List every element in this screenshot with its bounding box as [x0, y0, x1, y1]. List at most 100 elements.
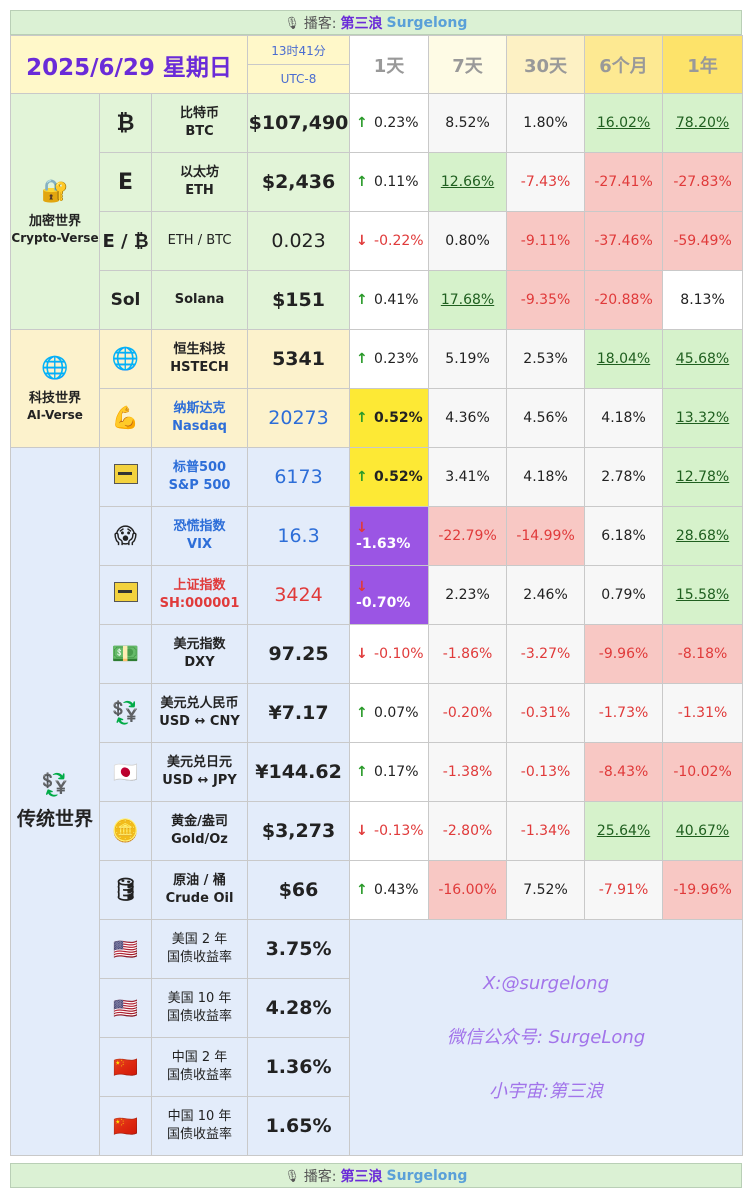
- asset-price: $151: [247, 270, 351, 330]
- chart-icon: [99, 565, 152, 625]
- asset-name: 恐慌指数 VIX: [150, 506, 249, 566]
- date-cell: 2025/6/29 星期日: [9, 35, 249, 94]
- change-30d: 2.53%: [506, 329, 586, 389]
- period-1y: 1年: [662, 35, 744, 94]
- asset-name: 美元指数 DXY: [150, 624, 249, 684]
- change-7d: -0.20%: [428, 683, 508, 743]
- change-1y: -19.96%: [662, 860, 744, 920]
- watermark-x: X:@surgelong: [483, 972, 609, 994]
- asset-name: ETH / BTC: [150, 211, 249, 271]
- scream-face-icon: 😱: [99, 506, 152, 566]
- period-30d: 30天: [506, 35, 586, 94]
- change-1d: ↑ 0.07%: [349, 683, 430, 743]
- bitcoin-icon: ₿: [99, 93, 152, 153]
- change-7d: 4.36%: [428, 388, 508, 448]
- eth-btc-icon: E / ₿: [99, 211, 152, 271]
- section-ai-en: AI-Verse: [27, 407, 83, 422]
- change-7d: -22.79%: [428, 506, 508, 566]
- change-6m: -8.43%: [584, 742, 664, 802]
- japan-flag-icon: 🇯🇵: [99, 742, 152, 802]
- change-1y: 28.68%: [662, 506, 744, 566]
- change-6m: -9.96%: [584, 624, 664, 684]
- change-1y: -10.02%: [662, 742, 744, 802]
- asset-price: $66: [247, 860, 351, 920]
- section-traditional: 💱 传统世界: [10, 447, 100, 1156]
- change-30d: -0.31%: [506, 683, 586, 743]
- change-7d: 17.68%: [428, 270, 508, 330]
- change-6m: 0.79%: [584, 565, 664, 625]
- asset-name: 黄金/盎司 Gold/Oz: [150, 801, 249, 861]
- change-1y: -8.18%: [662, 624, 744, 684]
- change-30d: 4.56%: [506, 388, 586, 448]
- watermark-xiaoyuzhou: 小宇宙:第三浪: [488, 1080, 604, 1102]
- currency-exchange-icon: 💱: [41, 772, 69, 798]
- change-6m: 4.18%: [584, 388, 664, 448]
- change-1y: 8.13%: [662, 270, 744, 330]
- asset-name: 原油 / 桶 Crude Oil: [150, 860, 249, 920]
- asset-price: 16.3: [247, 506, 351, 566]
- change-30d: -7.43%: [506, 152, 586, 212]
- change-30d: 4.18%: [506, 447, 586, 507]
- asset-price: 6173: [247, 447, 351, 507]
- banner-prefix: 播客:: [303, 1168, 337, 1185]
- asset-price: $2,436: [247, 152, 351, 212]
- asset-name: 美元兑人民币 USD ↔ CNY: [150, 683, 249, 743]
- section-crypto-cn: 加密世界: [28, 213, 81, 229]
- asset-price: 0.023: [247, 211, 351, 271]
- change-7d: 3.41%: [428, 447, 508, 507]
- asset-price: 97.25: [247, 624, 351, 684]
- asset-name: 标普500 S&P 500: [150, 447, 249, 507]
- section-ai: 🌐 科技世界 AI-Verse: [10, 329, 100, 448]
- asset-name: 以太坊 ETH: [150, 152, 249, 212]
- asset-name: 中国 10 年国债收益率: [150, 1096, 249, 1156]
- globe-icon: 🌐: [41, 355, 69, 381]
- lock-icon: 🔐: [41, 178, 69, 204]
- change-7d: -2.80%: [428, 801, 508, 861]
- gold-bar-icon: 🪙: [99, 801, 152, 861]
- change-1y: -1.31%: [662, 683, 744, 743]
- banner-prefix: 播客:: [303, 15, 337, 32]
- currency-exchange-icon: 💱: [99, 683, 152, 743]
- banner-name-cn: 第三浪: [340, 1168, 383, 1185]
- change-1d: ↓-0.70%: [349, 565, 430, 625]
- microphone-icon: 🎙: [284, 15, 300, 30]
- flexed-arm-icon: 💪: [99, 388, 152, 448]
- period-6m: 6个月: [584, 35, 664, 94]
- market-table: 2025/6/29 星期日 13时41分 1天 7天 30天 6个月 1年 UT…: [9, 35, 744, 1156]
- asset-name: 中国 2 年国债收益率: [150, 1037, 249, 1097]
- change-7d: -1.38%: [428, 742, 508, 802]
- change-30d: 1.80%: [506, 93, 586, 153]
- change-7d: 5.19%: [428, 329, 508, 389]
- asset-name: 比特币 BTC: [150, 93, 249, 153]
- change-6m: -7.91%: [584, 860, 664, 920]
- change-1d: ↓-1.63%: [349, 506, 430, 566]
- asset-price: ¥7.17: [247, 683, 351, 743]
- change-1d: ↑ 0.17%: [349, 742, 430, 802]
- section-crypto: 🔐 加密世界 Crypto-Verse: [10, 93, 100, 330]
- change-7d: -16.00%: [428, 860, 508, 920]
- change-1d: ↑ 0.11%: [349, 152, 430, 212]
- top-banner: 🎙 播客: 第三浪 Surgelong: [10, 10, 742, 35]
- change-7d: 12.66%: [428, 152, 508, 212]
- asset-name: 纳斯达克 Nasdaq: [150, 388, 249, 448]
- change-7d: 8.52%: [428, 93, 508, 153]
- asset-price: 20273: [247, 388, 351, 448]
- china-flag-icon: 🇨🇳: [99, 1037, 152, 1097]
- change-6m: 25.64%: [584, 801, 664, 861]
- timezone-cell: UTC-8: [247, 64, 351, 94]
- asset-name: 美元兑日元 USD ↔ JPY: [150, 742, 249, 802]
- oil-barrel-icon: 🛢: [99, 860, 152, 920]
- change-1y: 45.68%: [662, 329, 744, 389]
- change-1y: 78.20%: [662, 93, 744, 153]
- change-30d: 7.52%: [506, 860, 586, 920]
- asset-name: 美国 10 年国债收益率: [150, 978, 249, 1038]
- hstech-icon: 🌐: [99, 329, 152, 389]
- change-7d: 0.80%: [428, 211, 508, 271]
- change-30d: -1.34%: [506, 801, 586, 861]
- time-cell: 13时41分: [247, 35, 351, 65]
- change-1y: -59.49%: [662, 211, 744, 271]
- change-1d: ↓ -0.10%: [349, 624, 430, 684]
- asset-name: 美国 2 年国债收益率: [150, 919, 249, 979]
- watermark-area: X:@surgelong 微信公众号: SurgeLong 小宇宙:第三浪: [349, 919, 744, 1156]
- solana-icon: Sol: [99, 270, 152, 330]
